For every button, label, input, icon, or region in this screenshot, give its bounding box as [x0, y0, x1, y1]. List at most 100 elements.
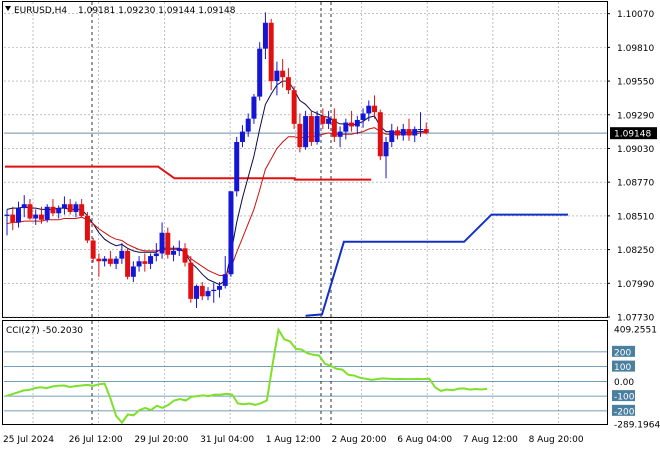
candle-body: [326, 118, 332, 124]
candle: [159, 222, 165, 259]
price-tick-label: 1.08770: [617, 179, 654, 189]
candle-body: [268, 22, 274, 82]
candle-body: [38, 214, 44, 220]
candle: [314, 110, 320, 145]
price-tick-label: 1.08250: [617, 246, 654, 256]
candle: [50, 199, 56, 216]
price-tick-label: 1.10070: [617, 10, 654, 20]
candle: [395, 126, 401, 140]
symbol-label: EURUSD,H4: [14, 6, 67, 16]
candle-body: [73, 204, 79, 212]
candle-body: [331, 118, 337, 137]
candle: [199, 282, 205, 301]
price-axis: 1.10070 1.09810 1.09550 1.09290 1.09030 1.087…: [607, 10, 654, 324]
candle-body: [366, 105, 372, 114]
candle: [182, 243, 188, 267]
candle-body: [372, 105, 378, 113]
candle: [372, 95, 378, 119]
candle-body: [171, 250, 177, 255]
candle: [44, 204, 50, 223]
candle: [337, 126, 343, 148]
candle-body: [130, 266, 136, 277]
ohlc-values: 1.09181 1.09230 1.09144 1.09148: [78, 6, 236, 16]
candle-body: [148, 256, 154, 264]
price-tick-label: 1.09550: [617, 78, 654, 88]
candle-body: [303, 116, 309, 148]
candle: [4, 209, 10, 236]
candle: [297, 113, 303, 153]
price-grid: [4, 2, 607, 318]
candle-body: [406, 129, 412, 136]
candle-body: [234, 142, 240, 192]
candle: [153, 243, 159, 262]
time-axis: 25 Jul 2024 26 Jul 12:00 29 Jul 20:00 31 Ju…: [3, 435, 584, 445]
candle-body: [182, 248, 188, 263]
time-tick-label: 2 Aug 20:00: [332, 435, 387, 445]
candle: [234, 136, 240, 197]
candle: [228, 191, 234, 277]
candle-body: [194, 285, 200, 299]
stop_up-line: [305, 213, 568, 317]
cci-tick-label: -289.1964: [614, 421, 660, 431]
candle: [377, 109, 383, 161]
candle: [417, 112, 423, 137]
candle: [125, 248, 131, 280]
candle: [303, 110, 309, 150]
candle: [142, 253, 148, 272]
candle: [73, 201, 79, 218]
candle-body: [343, 122, 349, 132]
candle-body: [360, 113, 366, 120]
candle-body: [90, 240, 96, 259]
candle: [412, 126, 418, 142]
candle: [400, 123, 406, 141]
candle-body: [199, 285, 205, 297]
candle-body: [417, 129, 423, 131]
candle-body: [251, 96, 257, 119]
candle: [130, 261, 136, 282]
candle: [176, 240, 182, 257]
candle: [274, 61, 280, 96]
candle-body: [113, 258, 119, 264]
candle: [216, 282, 222, 298]
candle-body: [125, 250, 131, 277]
time-tick-label: 7 Aug 12:00: [463, 435, 518, 445]
candle: [262, 12, 268, 60]
candle: [194, 284, 200, 308]
price-tick-label: 1.08510: [617, 212, 654, 222]
time-tick-label: 6 Aug 04:00: [397, 435, 452, 445]
time-tick-label: 31 Jul 04:00: [200, 435, 254, 445]
time-tick-label: 26 Jul 12:00: [69, 435, 123, 445]
candle: [285, 68, 291, 95]
candle-body: [262, 22, 268, 49]
candle: [251, 94, 257, 124]
candle: [239, 125, 245, 148]
candle-body: [56, 208, 62, 214]
candle-body: [10, 214, 16, 223]
time-tick-label: 29 Jul 20:00: [134, 435, 188, 445]
candle-body: [395, 130, 401, 136]
current-price-label: 1.09148: [614, 130, 651, 140]
candle-body: [308, 116, 314, 142]
cci-line: [5, 326, 488, 425]
candle-body: [280, 70, 286, 78]
cci-tick-label: -100: [614, 393, 635, 403]
candle: [257, 42, 263, 101]
candle-body: [423, 129, 429, 133]
candle: [331, 108, 337, 142]
candle-body: [291, 90, 297, 124]
collapse-triangle-icon[interactable]: [5, 6, 11, 11]
candle: [148, 253, 154, 270]
candle-body: [377, 112, 383, 157]
candle-body: [297, 123, 303, 148]
candle: [33, 209, 39, 225]
price-tick-label: 1.09810: [617, 44, 654, 54]
candle-body: [50, 206, 56, 214]
candle-body: [21, 204, 27, 209]
candles: [4, 12, 429, 308]
candle-body: [61, 204, 67, 209]
candle: [280, 59, 286, 88]
candle-body: [27, 204, 33, 219]
candle-body: [239, 131, 245, 142]
candle: [383, 136, 389, 179]
